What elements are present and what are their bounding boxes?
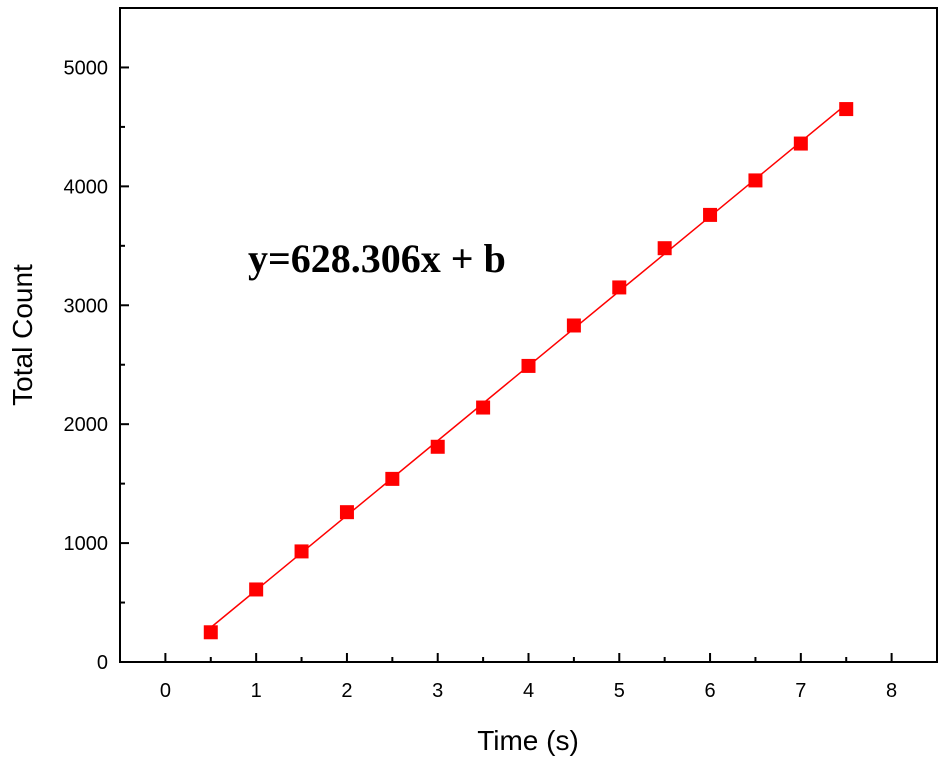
- plot-frame: [119, 7, 938, 663]
- y-tick-label: 3000: [64, 295, 109, 317]
- x-tick-label: 4: [523, 680, 534, 702]
- data-points: [203, 102, 854, 640]
- y-axis-ticks: 0 1000 2000 3000 4000 5000: [64, 7, 129, 674]
- x-axis-ticks: 0 1 2 3 4 5 6 7 8: [119, 653, 938, 702]
- data-point: [657, 241, 672, 256]
- data-point: [385, 471, 400, 486]
- x-tick-label: 5: [614, 680, 625, 702]
- x-axis-title: Time (s): [477, 725, 579, 756]
- x-tick-label: 3: [432, 680, 443, 702]
- y-tick-label: 5000: [64, 57, 109, 79]
- y-tick-label: 4000: [64, 176, 109, 198]
- data-point: [521, 358, 536, 373]
- y-axis-title: Total Count: [7, 264, 38, 406]
- y-tick-label: 0: [97, 652, 108, 674]
- data-point: [839, 102, 854, 117]
- data-point: [249, 582, 264, 597]
- data-point: [294, 544, 309, 559]
- data-point: [430, 439, 445, 454]
- fit-equation-annotation: y=628.306x + b: [248, 236, 506, 281]
- x-tick-label: 6: [704, 680, 715, 702]
- data-point: [339, 505, 354, 520]
- data-point: [612, 280, 627, 295]
- x-tick-label: 1: [251, 680, 262, 702]
- x-tick-label: 8: [886, 680, 897, 702]
- data-point: [793, 136, 808, 151]
- x-tick-label: 2: [341, 680, 352, 702]
- x-tick-label: 0: [160, 680, 171, 702]
- y-tick-label: 1000: [64, 533, 109, 555]
- data-point: [703, 207, 718, 222]
- y-tick-label: 2000: [64, 414, 109, 436]
- data-point: [566, 318, 581, 333]
- data-point: [203, 625, 218, 640]
- x-tick-label: 7: [795, 680, 806, 702]
- data-point: [748, 173, 763, 188]
- data-point: [476, 400, 491, 415]
